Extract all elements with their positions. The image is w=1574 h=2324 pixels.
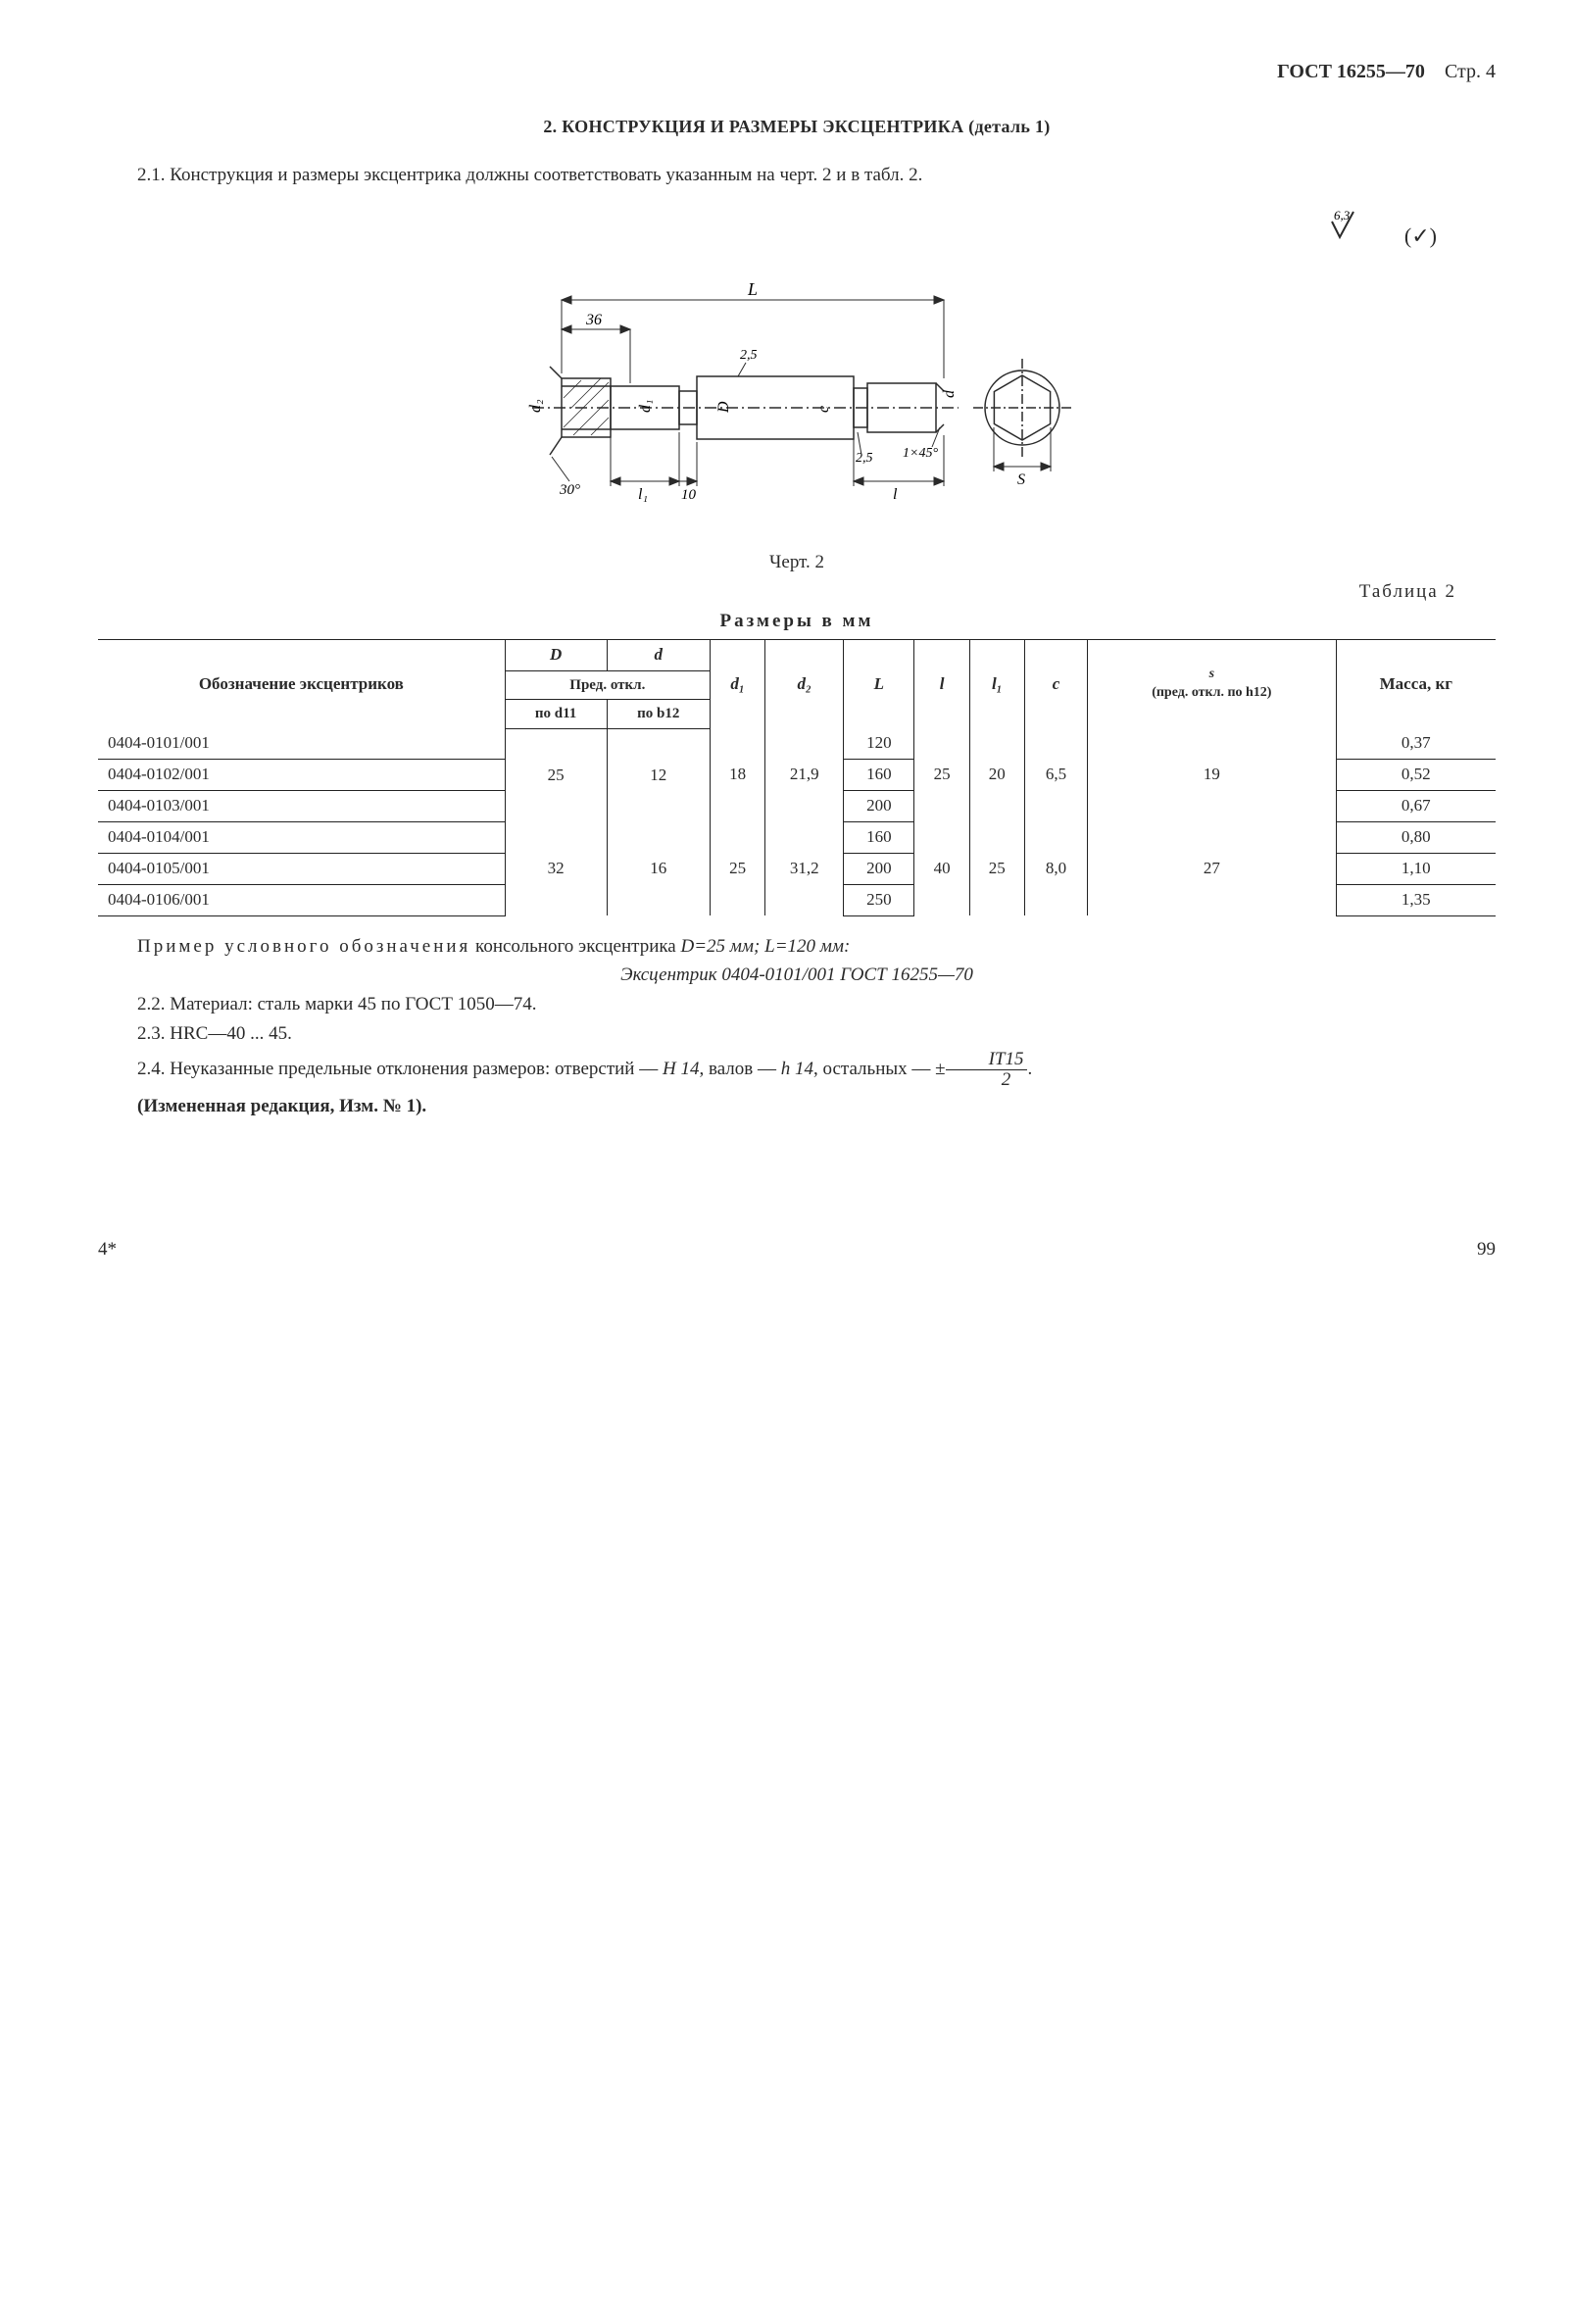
dim-D: D xyxy=(715,401,732,414)
example-designation: Эксцентрик 0404-0101/001 ГОСТ 16255—70 xyxy=(98,963,1496,988)
surface-finish-symbol: 6,3 (✓) xyxy=(98,208,1437,251)
dim-10: 10 xyxy=(681,487,697,503)
figure-caption: Черт. 2 xyxy=(98,550,1496,575)
col-l1: l₁ xyxy=(969,640,1024,728)
example-rest: консольного эксцентрика xyxy=(470,936,680,957)
table-row: 0404-0101/001 25 12 18 21,9 120 25 20 6,… xyxy=(98,728,1496,759)
dim-r25: 2,5 xyxy=(740,348,758,363)
paragraph-2-2: 2.2. Материал: сталь марки 45 по ГОСТ 10… xyxy=(98,992,1496,1017)
col-designation: Обозначение эксцентриков xyxy=(98,640,505,728)
page-header: ГОСТ 16255—70 Стр. 4 xyxy=(98,59,1496,85)
col-d: d xyxy=(607,640,710,671)
paragraph-2-1: 2.1. Конструкция и размеры эксцентрика д… xyxy=(98,163,1496,188)
dim-l1: l₁ xyxy=(638,486,648,503)
col-D: D xyxy=(505,640,607,671)
footer-left: 4* xyxy=(98,1237,117,1262)
dim-30deg: 30° xyxy=(559,482,580,498)
col-pred-otkl: Пред. откл. xyxy=(505,671,710,700)
table-label: Таблица 2 xyxy=(98,579,1456,605)
changed-edition: (Измененная редакция, Изм. № 1). xyxy=(98,1094,1496,1119)
col-mass: Масса, кг xyxy=(1336,640,1496,728)
page-number-label: Стр. 4 xyxy=(1445,61,1496,82)
dim-r25b: 2,5 xyxy=(856,451,873,466)
dim-d: d xyxy=(941,389,958,398)
col-d2: d₂ xyxy=(765,640,844,728)
paragraph-2-4: 2.4. Неуказанные предельные отклонения р… xyxy=(98,1050,1496,1090)
page-footer: 4* 99 xyxy=(98,1237,1496,1262)
gost-number: ГОСТ 16255—70 xyxy=(1277,61,1425,82)
dim-c: c xyxy=(815,406,832,413)
example-lead: Пример условного обозначения xyxy=(137,936,470,957)
technical-drawing: L 36 2,5 d₂ d₁ D c d 2,5 1×45° l₁ 10 l xyxy=(98,261,1496,543)
footer-right: 99 xyxy=(1477,1237,1496,1262)
dim-l: l xyxy=(893,486,898,503)
example-params: D=25 мм; L=120 мм: xyxy=(681,936,851,957)
section-title: 2. КОНСТРУКЦИЯ И РАЗМЕРЫ ЭКСЦЕНТРИКА (де… xyxy=(98,115,1496,138)
dim-chamfer: 1×45° xyxy=(903,446,938,461)
col-po-b12: по b12 xyxy=(607,700,710,728)
col-s: s (пред. откл. по h12) xyxy=(1088,640,1337,728)
table-row: 0404-0104/001 32 16 25 31,2 160 40 25 8,… xyxy=(98,821,1496,853)
dim-d1: d₁ xyxy=(637,399,654,413)
col-d1: d₁ xyxy=(710,640,764,728)
col-po-d11: по d11 xyxy=(505,700,607,728)
col-L: L xyxy=(844,640,914,728)
paragraph-2-3: 2.3. HRC—40 ... 45. xyxy=(98,1021,1496,1047)
col-l: l xyxy=(914,640,969,728)
col-c: c xyxy=(1024,640,1087,728)
dim-L: L xyxy=(747,279,758,299)
dim-36: 36 xyxy=(585,312,602,328)
dimensions-table: Обозначение эксцентриков D d d₁ d₂ L l l… xyxy=(98,639,1496,916)
surface-check: (✓) xyxy=(1404,223,1437,248)
dim-d2: d₂ xyxy=(527,399,544,413)
example-block: Пример условного обозначения консольного… xyxy=(98,934,1496,988)
table-title: Размеры в мм xyxy=(98,609,1496,634)
dim-S: S xyxy=(1017,471,1025,488)
